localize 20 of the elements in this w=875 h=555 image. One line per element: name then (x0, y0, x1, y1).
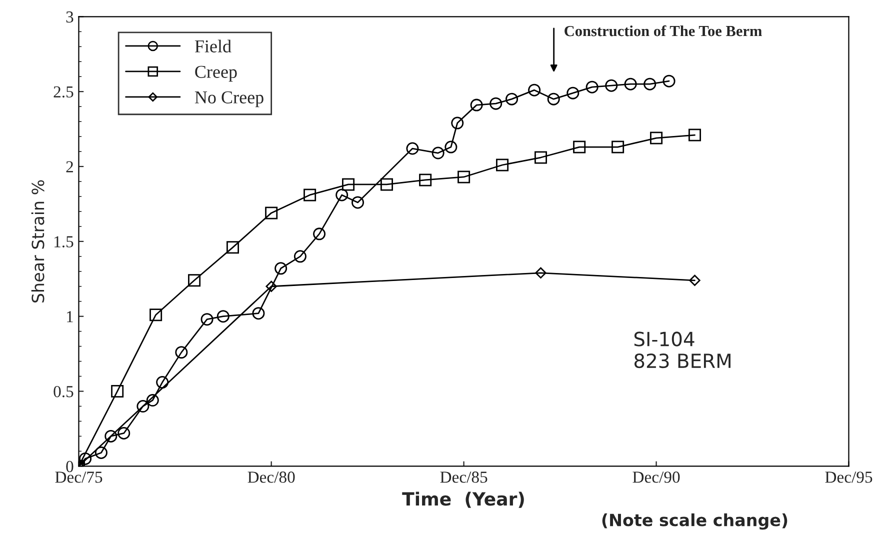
y-tick-label: 1.5 (54, 236, 74, 248)
legend-label: Field (194, 40, 232, 52)
x-tick-label: Dec/95 (825, 472, 872, 483)
text: (Note scale change) (602, 513, 788, 530)
annotation: SI-104 823 BERM (634, 332, 730, 368)
x-tick-label: Dec/75 (55, 472, 102, 483)
legend-label: Creep (195, 66, 237, 82)
y-tick-label: 2.5 (54, 86, 74, 98)
y-tick-label: 0 (66, 460, 74, 472)
x-tick-label: Dec/85 (440, 472, 488, 483)
x-tick-label: Dec/80 (248, 472, 295, 483)
annotation: Construction of The Toe Berm (564, 25, 762, 36)
y-axis-title: Shear Strain % (31, 180, 44, 302)
y-tick-label: 0.5 (54, 386, 74, 398)
x-tick-label: Dec/90 (632, 472, 680, 483)
y-tick-label: 2 (66, 161, 73, 172)
y-tick-label: 1 (67, 311, 73, 322)
y-tick-label: 3 (66, 11, 74, 23)
legend-label: No Creep (194, 91, 264, 108)
x-axis-title: Time (Year) (402, 492, 524, 508)
